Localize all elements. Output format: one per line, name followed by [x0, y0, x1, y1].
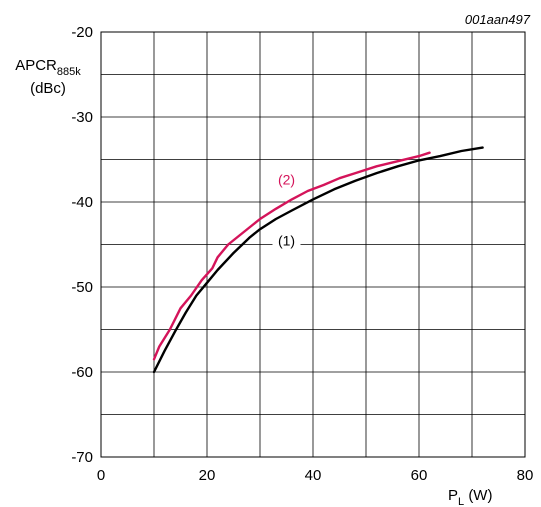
series-lines [152, 146, 484, 374]
series-line-2 [152, 151, 431, 361]
x-axis-title-subscript: L [458, 496, 464, 507]
y-axis-unit: (dBc) [30, 80, 66, 97]
series-label-1: (1) [278, 233, 295, 249]
grid-lines [101, 32, 525, 457]
figure-code: 001aan497 [465, 12, 531, 27]
y-axis-title-main: APCR [15, 57, 57, 74]
x-tick-label: 20 [199, 467, 216, 484]
x-tick-label: 40 [305, 467, 322, 484]
x-tick-label: 80 [517, 467, 534, 484]
y-tick-label: -40 [71, 194, 93, 211]
series-labels: (1) (2) [272, 169, 301, 251]
y-tick-label: -50 [71, 279, 93, 296]
y-tick-label: -20 [71, 24, 93, 41]
series-label-background [272, 169, 301, 190]
series-label-2: (2) [278, 171, 295, 187]
series-label-background [272, 230, 301, 251]
y-tick-label: -60 [71, 364, 93, 381]
y-axis-title-subscript: 885k [57, 66, 81, 78]
x-axis-title-main: P [448, 487, 458, 504]
x-tick-label: 0 [97, 467, 105, 484]
y-axis-title: APCR885k [15, 57, 81, 78]
tick-labels: -20 -30 -40 -50 -60 -700 20 40 60 80 [71, 24, 533, 484]
plot-border [100, 31, 526, 458]
x-tick-label: 60 [411, 467, 428, 484]
y-tick-label: -70 [71, 449, 93, 466]
x-axis-title: PL (W) [448, 487, 492, 507]
plot-frame [100, 31, 526, 458]
y-tick-label: -30 [71, 109, 93, 126]
x-axis-title-unit: (W) [468, 487, 492, 504]
series-line-1 [152, 146, 484, 374]
